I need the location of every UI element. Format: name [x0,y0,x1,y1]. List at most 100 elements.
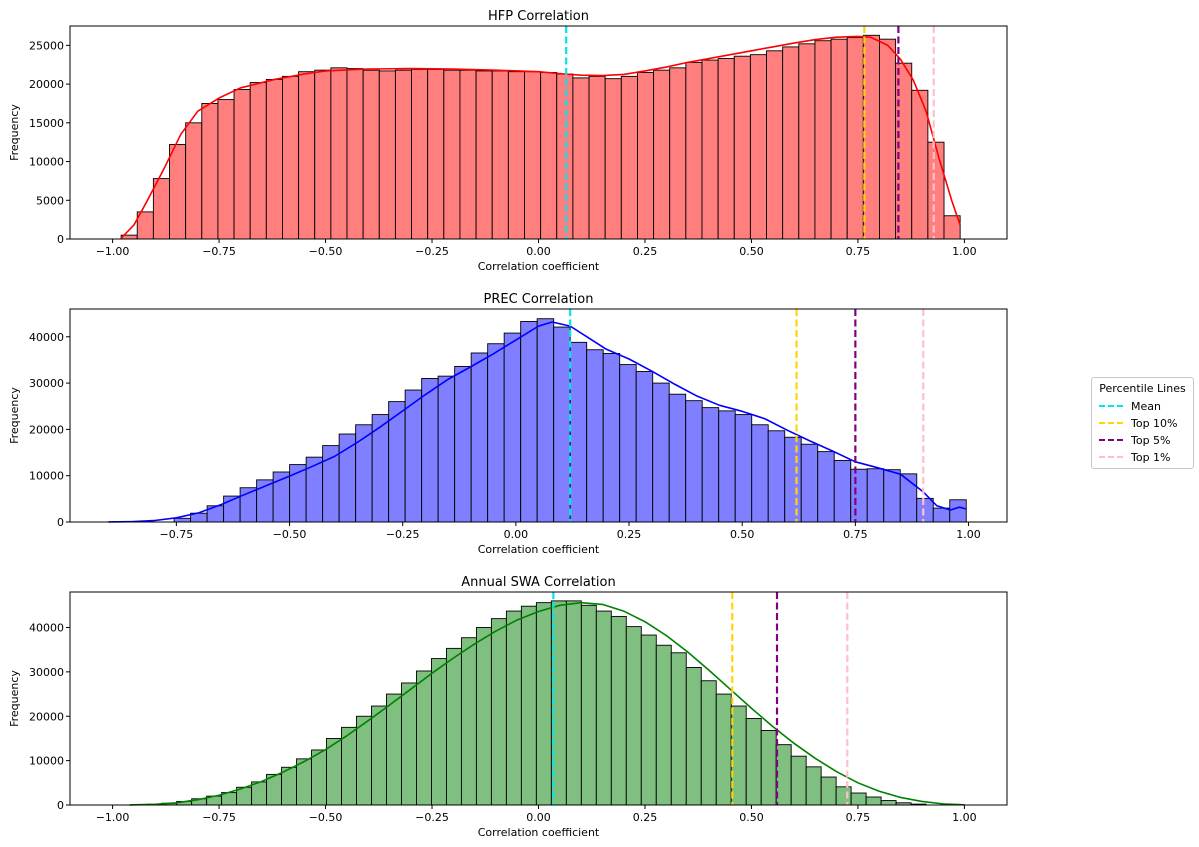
x-tick-label: −1.00 [96,245,130,258]
histogram-bar [749,54,767,240]
histogram-bar [503,332,522,523]
x-tick-label: 0.25 [633,811,658,824]
y-tick-label: 0 [57,516,64,529]
histogram-bar [730,705,747,806]
y-tick-label: 20000 [29,710,64,723]
histogram-bar [685,666,702,806]
legend-swatch-top1 [1099,456,1123,458]
histogram-bar [556,73,574,240]
legend-item-top10: Top 10% [1099,416,1178,430]
histogram-bar [565,600,582,806]
y-tick-label: 5000 [36,194,64,207]
legend-label-top1: Top 1% [1131,450,1171,464]
histogram-bar [460,637,477,806]
histogram-bar [652,382,670,523]
histogram-bar [386,693,402,806]
histogram-bar [251,781,268,806]
chart-1: −0.75 −0.50 −0.25 0.00 0.25 0.50 0.75 1.00 0 1000… [8,292,1008,556]
y-tick-label: 40000 [29,622,64,635]
histogram-bar [394,69,413,240]
histogram-bar [610,615,627,806]
histogram-bar [685,61,703,240]
x-axis-label: Correlation coefficient [478,543,600,556]
x-tick-label: −0.25 [415,811,449,824]
histogram-bar [880,800,897,806]
histogram-bar [700,680,717,806]
x-tick-label: 0.00 [504,528,529,541]
histogram-bar [298,71,316,240]
histogram-bar [949,499,967,523]
histogram-bar [201,102,219,240]
histogram-bar [524,71,542,240]
histogram-bar [265,78,283,240]
y-tick-label: 10000 [29,156,64,169]
histogram-bar [784,436,802,523]
histogram-bar [580,604,597,806]
histogram-bar [553,326,571,523]
histogram-bar [338,433,357,523]
histogram-bar [505,610,522,806]
histogram-bar [217,99,235,240]
histogram-bar [760,730,777,806]
histogram-bar [846,37,864,240]
x-tick-label: 0.50 [739,245,764,258]
histogram-bar [346,68,364,240]
histogram-bar [653,69,671,240]
histogram-bar [862,34,880,240]
histogram-bar [520,605,537,806]
histogram-bar [459,69,477,240]
x-tick-label: −0.25 [386,528,420,541]
histogram-bar [421,378,439,523]
histogram-bar [668,393,687,523]
histogram-bar [619,364,637,523]
histogram-bar [173,517,192,523]
histogram-bar [717,58,735,240]
histogram-bar [490,618,507,806]
histogram-bar [355,424,373,523]
histogram-bar [586,349,604,523]
x-tick-label: 1.00 [956,528,981,541]
histogram-bar [454,365,472,523]
histogram-bar [362,69,380,240]
histogram-bar [572,77,590,240]
x-tick-label: 0.50 [730,528,755,541]
histogram-bar [927,141,945,240]
x-tick-label: 0.00 [526,245,551,258]
y-tick-label: 0 [57,233,64,246]
y-tick-label: 10000 [29,755,64,768]
chart-title: HFP Correlation [488,9,589,24]
y-tick-label: 30000 [29,377,64,390]
histogram-bar [620,75,638,240]
histogram-bar [782,46,800,240]
histogram-bar [916,497,934,523]
histogram-bar [805,766,822,806]
legend-item-top1: Top 1% [1099,450,1171,464]
histogram-bar [470,352,489,523]
kde-curve [108,321,967,523]
histogram-bar [520,321,538,523]
histogram-bar [322,445,340,523]
histogram-bar [475,70,493,240]
plot-frame [69,308,1008,523]
histogram-bar [636,72,655,240]
histogram-bar [305,456,324,523]
histogram-bar [378,70,396,240]
histogram-bar [715,693,732,806]
histogram-bar [604,78,622,240]
histogram-bar [314,69,332,240]
histogram-bar [820,776,837,806]
x-tick-label: 0.75 [846,245,871,258]
histogram-bar [745,718,762,806]
x-tick-label: 0.50 [739,811,764,824]
legend-item-top5: Top 5% [1099,433,1171,447]
histogram-bar [540,72,558,240]
legend-title: Percentile Lines [1099,382,1186,395]
legend-swatch-mean [1099,405,1123,407]
legend-swatch-top10 [1099,422,1123,424]
histogram-bar [685,400,703,523]
histogram-bar [830,38,848,240]
histogram-bar [850,468,868,523]
histogram-bar [800,443,819,523]
histogram-bar [865,796,882,806]
